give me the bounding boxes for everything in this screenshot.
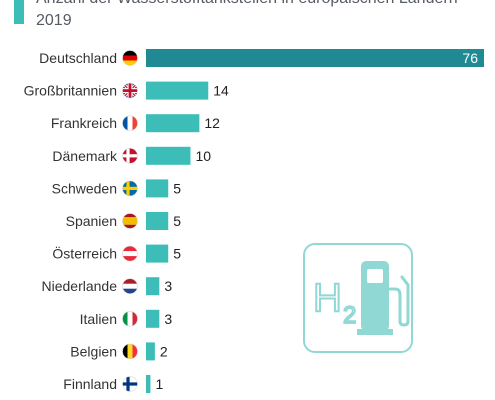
denmark-flag-icon — [122, 148, 138, 164]
category-label: Spanien — [66, 213, 117, 229]
chart-subtitle: Anzahl der Wasserstofftankstellen in eur… — [36, 0, 458, 29]
italy-flag-icon — [122, 311, 138, 327]
netherlands-flag-icon — [122, 278, 138, 294]
value-label: 3 — [164, 278, 172, 294]
category-label: Frankreich — [51, 115, 117, 131]
category-label: Schweden — [52, 180, 117, 196]
subtitle-block: Anzahl der Wasserstofftankstellen in eur… — [14, 0, 484, 32]
category-label: Belgien — [70, 343, 117, 359]
austria-flag-icon — [122, 245, 138, 262]
germany-flag-icon — [122, 50, 138, 66]
bar-row: Spanien 5 — [66, 212, 181, 230]
bar-row: Niederlande 3 — [42, 277, 172, 296]
bar-row: Deutschland 76 — [39, 49, 484, 67]
sweden-flag-icon — [122, 180, 138, 197]
bar-row: Frankreich 12 — [51, 114, 220, 133]
category-label: Dänemark — [52, 148, 118, 164]
category-label: Großbritannien — [24, 83, 117, 99]
bar — [146, 146, 191, 165]
svg-text:2: 2 — [343, 302, 356, 329]
bar-row: Österreich 5 — [52, 244, 181, 263]
category-label: Deutschland — [39, 50, 117, 66]
h2-fuel-pump-icon: H 2 — [303, 243, 413, 353]
subtitle-accent-bar — [14, 0, 24, 24]
bar — [146, 212, 169, 230]
svg-text:H: H — [313, 276, 342, 320]
category-label: Niederlande — [42, 278, 118, 294]
value-label: 5 — [173, 246, 181, 262]
bar — [146, 49, 484, 67]
bar — [146, 342, 155, 361]
value-label: 3 — [164, 311, 172, 327]
bar — [146, 114, 200, 133]
france-flag-icon — [122, 115, 138, 131]
category-label: Finnland — [63, 376, 117, 392]
bar-row: Schweden 5 — [52, 179, 181, 198]
value-label: 5 — [173, 180, 181, 196]
bar — [146, 277, 160, 296]
value-label: 14 — [213, 83, 229, 99]
value-label: 2 — [160, 343, 168, 359]
value-label: 1 — [155, 376, 163, 392]
category-label: Österreich — [52, 245, 117, 262]
category-label: Italien — [80, 311, 117, 327]
united-kingdom-flag-icon — [122, 82, 138, 99]
bar — [146, 179, 169, 198]
bar-row: Dänemark 10 — [52, 146, 211, 165]
bar-row: Großbritannien 14 — [24, 81, 229, 100]
bar — [146, 81, 209, 100]
value-label: 5 — [173, 213, 181, 229]
bar — [146, 244, 169, 263]
value-label: 10 — [195, 148, 211, 164]
bar-row: Belgien 2 — [70, 342, 168, 361]
bar-row: Italien 3 — [80, 309, 172, 328]
value-label: 76 — [462, 50, 478, 66]
value-label: 12 — [204, 115, 220, 131]
spain-flag-icon — [122, 213, 138, 229]
bar-row: Finnland 1 — [63, 375, 163, 393]
bar — [146, 309, 160, 328]
finland-flag-icon — [122, 376, 138, 392]
bar — [146, 375, 151, 393]
belgium-flag-icon — [122, 343, 138, 360]
